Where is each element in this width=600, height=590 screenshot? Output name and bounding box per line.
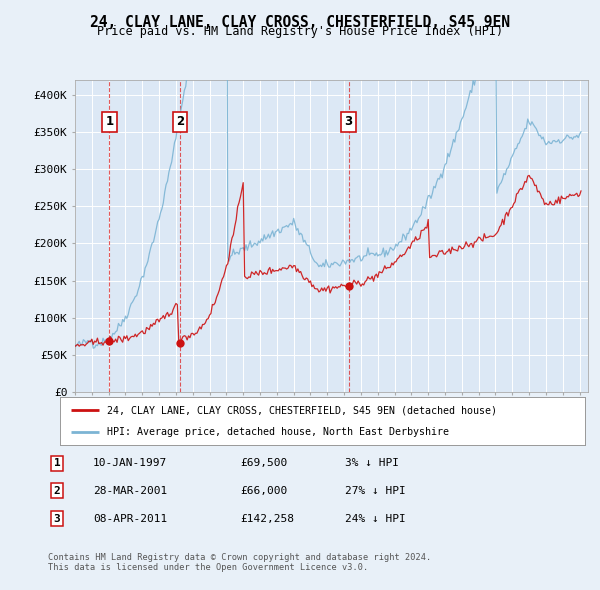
- Text: 24% ↓ HPI: 24% ↓ HPI: [345, 514, 406, 523]
- Text: 3% ↓ HPI: 3% ↓ HPI: [345, 458, 399, 468]
- Text: HPI: Average price, detached house, North East Derbyshire: HPI: Average price, detached house, Nort…: [107, 427, 449, 437]
- Text: 2: 2: [176, 116, 184, 129]
- Text: Contains HM Land Registry data © Crown copyright and database right 2024.: Contains HM Land Registry data © Crown c…: [48, 553, 431, 562]
- Text: £142,258: £142,258: [240, 514, 294, 523]
- Text: 1: 1: [105, 116, 113, 129]
- Text: £69,500: £69,500: [240, 458, 287, 468]
- Text: 24, CLAY LANE, CLAY CROSS, CHESTERFIELD, S45 9EN (detached house): 24, CLAY LANE, CLAY CROSS, CHESTERFIELD,…: [107, 405, 497, 415]
- Text: 27% ↓ HPI: 27% ↓ HPI: [345, 486, 406, 496]
- Text: This data is licensed under the Open Government Licence v3.0.: This data is licensed under the Open Gov…: [48, 563, 368, 572]
- Text: 24, CLAY LANE, CLAY CROSS, CHESTERFIELD, S45 9EN: 24, CLAY LANE, CLAY CROSS, CHESTERFIELD,…: [90, 15, 510, 30]
- Text: 2: 2: [53, 486, 61, 496]
- Text: 08-APR-2011: 08-APR-2011: [93, 514, 167, 523]
- Text: Price paid vs. HM Land Registry's House Price Index (HPI): Price paid vs. HM Land Registry's House …: [97, 25, 503, 38]
- Text: £66,000: £66,000: [240, 486, 287, 496]
- Text: 3: 3: [53, 514, 61, 523]
- Text: 28-MAR-2001: 28-MAR-2001: [93, 486, 167, 496]
- Text: 1: 1: [53, 458, 61, 468]
- Text: 10-JAN-1997: 10-JAN-1997: [93, 458, 167, 468]
- Text: 3: 3: [344, 116, 353, 129]
